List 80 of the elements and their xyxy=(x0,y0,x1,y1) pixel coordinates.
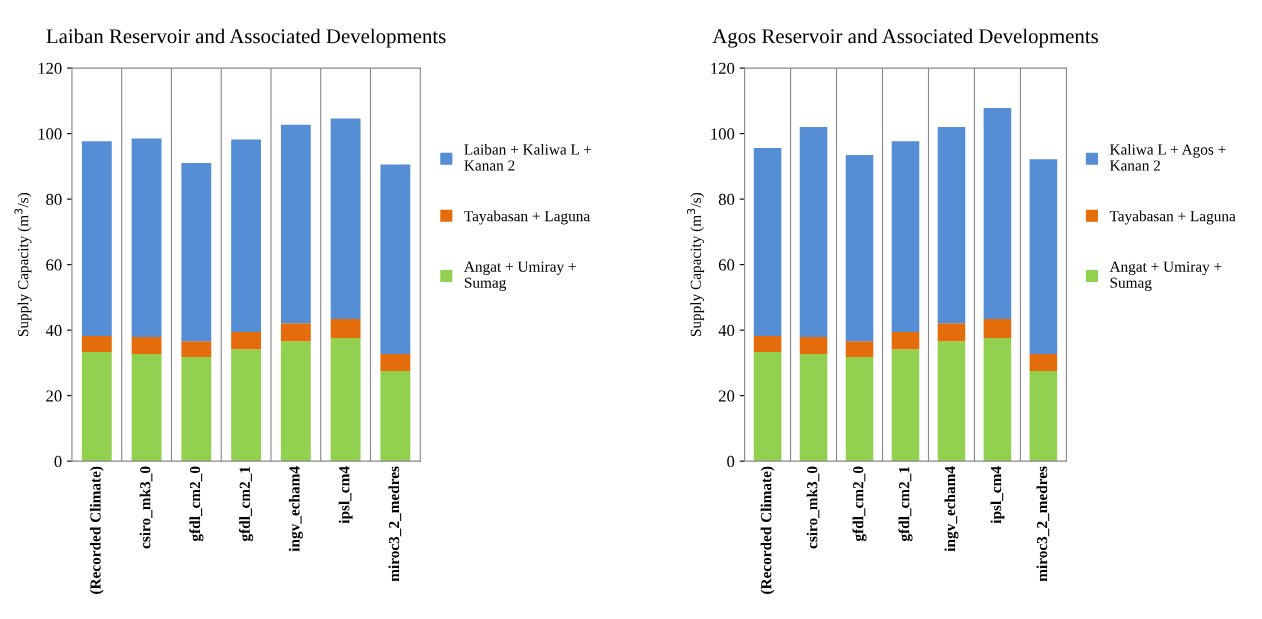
bar xyxy=(380,164,411,355)
y-tick-label: 80 xyxy=(718,193,735,206)
chart-title: Laiban Reservoir and Associated Developments xyxy=(46,28,446,48)
bar xyxy=(1029,371,1058,462)
x-tick-label: gfdl_cm2_1 xyxy=(239,466,254,542)
bar xyxy=(330,118,361,319)
y-tick-label: 100 xyxy=(38,128,62,140)
x-tick-label: gfdl_cm2_1 xyxy=(898,466,913,542)
bar xyxy=(231,332,262,350)
x-tick-label: (Recorded Climate) xyxy=(760,466,775,594)
bar xyxy=(983,337,1012,462)
legend-label: Tayabasan + Laguna xyxy=(464,210,590,225)
x-tick-label: csiro_mk3_0 xyxy=(806,466,820,549)
legend-label: Angat + Umiray + Sumag xyxy=(1109,261,1222,291)
x-tick-label: ipsl_cm4 xyxy=(990,466,1005,524)
x-tick-label: miroc3_2_medres xyxy=(1036,466,1050,582)
bar xyxy=(1029,354,1058,372)
y-axis-title: Supply Capacity (m$^{3}$/s) xyxy=(14,192,32,337)
bar xyxy=(280,124,311,324)
y-tick-label: 40 xyxy=(718,324,735,337)
bar xyxy=(845,356,874,462)
legend-label: Kaliwa L + Agos + Kanan 2 xyxy=(1109,143,1226,171)
bar xyxy=(330,319,361,338)
bar xyxy=(753,148,782,337)
x-tick-label: ingv_echam4 xyxy=(288,466,303,552)
bar xyxy=(937,127,966,324)
x-tick-label: gfdl_cm2_0 xyxy=(852,466,867,542)
x-tick-label: gfdl_cm2_0 xyxy=(189,466,204,542)
bar xyxy=(983,108,1012,319)
x-tick-label: ipsl_cm4 xyxy=(338,466,353,524)
y-tick-label: 60 xyxy=(46,259,62,271)
bar xyxy=(280,323,311,342)
bar xyxy=(81,141,112,337)
bar xyxy=(330,337,361,462)
bar xyxy=(891,141,920,333)
x-tick-label: csiro_mk3_0 xyxy=(139,466,153,549)
bar xyxy=(799,337,828,355)
bar xyxy=(181,341,212,357)
bar xyxy=(380,354,411,372)
y-tick-label: 20 xyxy=(718,390,735,402)
y-tick-label: 120 xyxy=(711,62,735,75)
y-tick-label: 80 xyxy=(46,193,62,206)
bar xyxy=(845,341,874,357)
y-tick-label: 100 xyxy=(711,128,735,140)
bar xyxy=(131,138,162,338)
legend-label: Angat + Umiray + Sumag xyxy=(464,261,576,291)
legend-label: Tayabasan + Laguna xyxy=(1109,210,1236,225)
y-tick-label: 40 xyxy=(45,324,62,337)
bar xyxy=(131,354,162,462)
bar xyxy=(891,349,920,462)
bar xyxy=(753,352,782,462)
bar xyxy=(131,337,162,355)
bar xyxy=(1029,159,1058,355)
bar xyxy=(380,371,411,462)
x-tick-label: (Recorded Climate) xyxy=(89,466,104,594)
bar xyxy=(799,127,828,338)
bar xyxy=(181,163,212,342)
y-axis-title: Supply Capacity (m$^{3}$/s) xyxy=(687,192,705,337)
y-tick-label: 0 xyxy=(727,455,735,468)
y-tick-label: 20 xyxy=(46,390,62,402)
bar xyxy=(753,336,782,353)
bar xyxy=(845,154,874,342)
bar xyxy=(891,332,920,350)
bar xyxy=(181,356,212,462)
bar xyxy=(81,352,112,462)
chart-title: Agos Reservoir and Associated Developments xyxy=(712,28,1098,48)
bar xyxy=(280,341,311,462)
bar xyxy=(231,349,262,462)
bar xyxy=(81,336,112,353)
y-tick-label: 0 xyxy=(54,455,62,468)
y-tick-label: 120 xyxy=(38,62,62,75)
y-tick-label: 60 xyxy=(718,259,735,271)
bar xyxy=(799,354,828,462)
x-tick-label: miroc3_2_medres xyxy=(388,466,402,582)
bar xyxy=(937,323,966,342)
bar xyxy=(983,319,1012,338)
bar xyxy=(231,139,262,333)
legend-label: Laiban + Kaliwa L + Kanan 2 xyxy=(464,143,591,171)
bar xyxy=(937,341,966,462)
x-tick-label: ingv_echam4 xyxy=(944,466,959,552)
